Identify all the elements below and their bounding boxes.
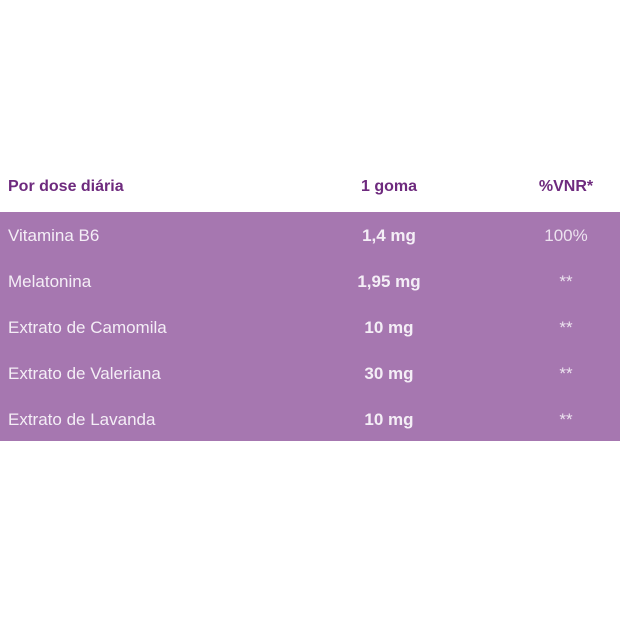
table-row: Melatonina 1,95 mg **	[0, 258, 620, 304]
ingredient-vnr: **	[559, 272, 573, 291]
ingredient-name: Melatonina	[8, 272, 92, 291]
ingredient-name: Extrato de Camomila	[8, 318, 167, 337]
ingredient-amount: 10 mg	[364, 318, 414, 337]
ingredient-vnr: **	[559, 364, 573, 383]
ingredient-name: Extrato de Valeriana	[8, 364, 161, 383]
ingredient-amount: 30 mg	[364, 364, 414, 383]
table-header: Por dose diária 1 goma %VNR*	[0, 172, 620, 202]
nutrition-table: Vitamina B6 1,4 mg 100% Melatonina 1,95 …	[0, 212, 620, 441]
ingredient-amount: 1,95 mg	[357, 272, 421, 291]
table-row: Vitamina B6 1,4 mg 100%	[0, 212, 620, 258]
ingredient-amount: 1,4 mg	[362, 226, 416, 245]
ingredient-amount: 10 mg	[364, 410, 414, 429]
ingredient-vnr: **	[559, 410, 573, 429]
table-row: Extrato de Lavanda 10 mg **	[0, 396, 620, 442]
header-per-daily-dose: Por dose diária	[8, 178, 124, 195]
ingredient-name: Extrato de Lavanda	[8, 410, 156, 429]
ingredient-vnr: 100%	[544, 226, 588, 245]
table-row: Extrato de Camomila 10 mg **	[0, 304, 620, 350]
header-one-gummy: 1 goma	[360, 178, 417, 195]
header-vnr: %VNR*	[538, 178, 594, 195]
ingredient-name: Vitamina B6	[8, 226, 100, 245]
ingredient-vnr: **	[559, 318, 573, 337]
table-row: Extrato de Valeriana 30 mg **	[0, 350, 620, 396]
